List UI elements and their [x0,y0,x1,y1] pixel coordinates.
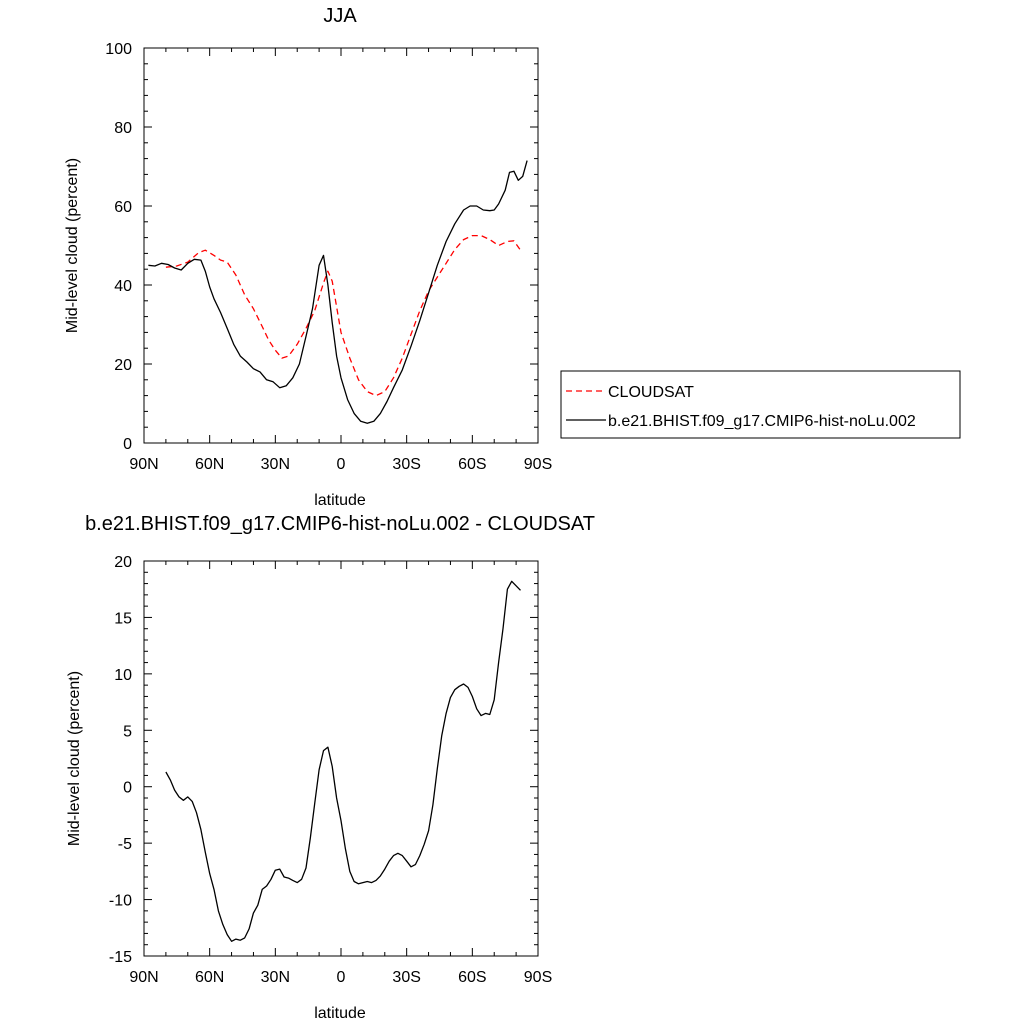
bottom-y-tick-label: 0 [123,780,132,797]
bottom-x-tick-label: 60N [195,969,224,986]
top-series-line-cloudsat [165,234,522,397]
top-y-tick-label: 20 [114,357,132,374]
bottom-y-tick-label: 10 [114,667,132,684]
top-y-tick-label: 40 [114,278,132,295]
top-y-tick-label: 60 [114,199,132,216]
top-plot-frame [143,47,539,444]
bottom-axis-ticks: 90N 60N 30N 0 30S 60S 90S -15 -10 -5 0 5 10 15 20 [109,554,552,986]
bottom-x-tick-label: 90S [524,969,552,986]
bottom-chart-title: b.e21.BHIST.f09_g17.CMIP6-hist-noLu.002 … [85,513,595,535]
bottom-series-line-difference [165,580,521,942]
top-x-tick-label: 30S [392,456,420,473]
bottom-y-tick-label: -15 [109,949,132,966]
top-y-tick-label: 80 [114,120,132,137]
bottom-x-axis-label: latitude [314,1005,366,1022]
bottom-plot-frame [143,560,539,957]
bottom-y-tick-label: -10 [109,893,132,910]
top-x-tick-label: 60S [458,456,486,473]
bottom-series-group [165,580,521,942]
bottom-x-tick-label: 60S [458,969,486,986]
bottom-x-tick-label: 0 [337,969,346,986]
bottom-y-tick-label: 5 [123,723,132,740]
top-x-tick-label: 30N [261,456,290,473]
bottom-y-tick-label: 20 [114,554,132,571]
top-series-group [148,160,528,424]
top-x-tick-label: 60N [195,456,224,473]
top-x-tick-label: 90S [524,456,552,473]
bottom-panel: b.e21.BHIST.f09_g17.CMIP6-hist-noLu.002 … [66,513,595,1022]
bottom-y-tick-label: 15 [114,610,132,627]
top-x-axis-label: latitude [314,492,366,509]
bottom-x-tick-label: 30N [261,969,290,986]
top-y-axis-label: Mid-level cloud (percent) [64,158,81,333]
top-x-tick-label: 0 [337,456,346,473]
top-x-tick-label: 90N [129,456,158,473]
legend: CLOUDSAT b.e21.BHIST.f09_g17.CMIP6-hist-… [560,370,961,439]
top-y-tick-label: 0 [123,436,132,453]
top-series-line-model [148,160,528,424]
top-axis-ticks: 90N 60N 30N 0 30S 60S 90S 0 20 40 60 80 100 [105,41,552,473]
legend-label-model: b.e21.BHIST.f09_g17.CMIP6-hist-noLu.002 [608,413,916,430]
bottom-y-axis-label: Mid-level cloud (percent) [66,671,83,846]
bottom-y-tick-label: -5 [118,836,132,853]
legend-frame [560,370,961,439]
bottom-x-tick-label: 30S [392,969,420,986]
top-y-tick-label: 100 [105,41,132,58]
top-panel: JJA 90N 60N 30N 0 30S 60S 90S 0 20 40 60 80 100 lati… [64,5,552,509]
top-chart-title: JJA [323,5,357,27]
legend-label-cloudsat: CLOUDSAT [608,384,694,401]
bottom-x-tick-label: 90N [129,969,158,986]
